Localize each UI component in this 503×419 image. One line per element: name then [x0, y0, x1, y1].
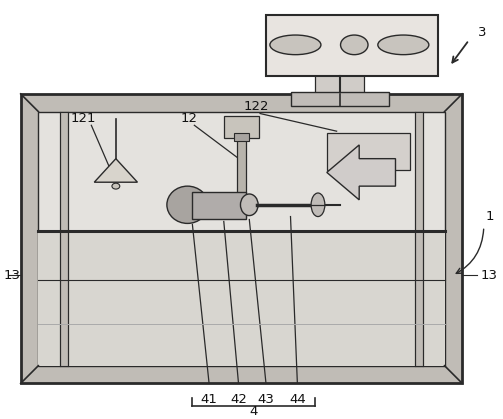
Text: 13: 13	[4, 269, 21, 282]
Ellipse shape	[112, 183, 120, 189]
Text: 41: 41	[201, 393, 217, 406]
Text: 3: 3	[477, 26, 486, 39]
Text: 42: 42	[230, 393, 247, 406]
Bar	[38, 111, 445, 366]
Text: 43: 43	[258, 393, 275, 406]
Bar	[291, 92, 389, 106]
Text: 121: 121	[71, 112, 96, 125]
Ellipse shape	[240, 194, 258, 215]
Text: 44: 44	[289, 393, 306, 406]
Ellipse shape	[378, 35, 429, 54]
Bar	[224, 116, 259, 138]
Text: 122: 122	[243, 100, 269, 113]
Bar	[21, 94, 462, 383]
Bar	[315, 67, 364, 94]
Bar	[60, 111, 68, 366]
Polygon shape	[327, 145, 395, 200]
Text: 13: 13	[481, 269, 498, 282]
Ellipse shape	[311, 193, 325, 217]
Bar	[236, 138, 246, 217]
Bar	[415, 111, 423, 366]
Bar	[266, 16, 438, 76]
Polygon shape	[94, 159, 137, 182]
Ellipse shape	[167, 186, 208, 223]
Text: 4: 4	[249, 405, 258, 418]
Bar	[192, 192, 246, 220]
Text: 12: 12	[181, 112, 198, 125]
Text: 1: 1	[485, 210, 494, 223]
Bar	[233, 133, 249, 141]
Bar	[327, 133, 410, 171]
Ellipse shape	[341, 35, 368, 54]
Ellipse shape	[270, 35, 321, 54]
Bar	[38, 231, 445, 366]
